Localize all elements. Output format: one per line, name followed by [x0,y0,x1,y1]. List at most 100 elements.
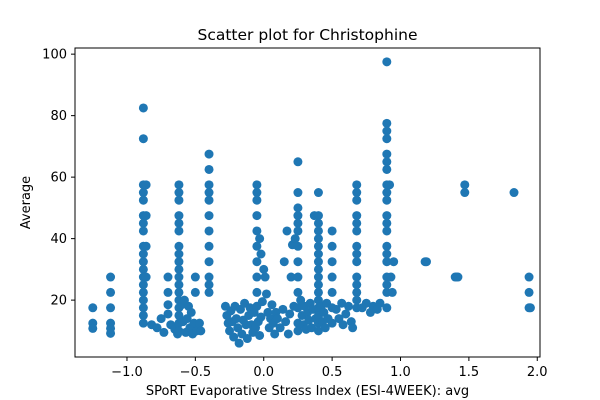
scatter-point [174,249,184,259]
scatter-point [352,241,362,251]
scatter-point [344,301,354,311]
scatter-point [460,188,470,198]
scatter-point [260,272,270,282]
scatter-point [259,264,269,274]
scatter-point [252,241,262,251]
scatter-point [106,272,116,282]
scatter-point [261,289,271,299]
scatter-point [204,195,214,205]
scatter-point [163,300,173,310]
scatter-point [348,323,358,333]
scatter-point [352,280,362,290]
scatter-point [242,334,252,344]
scatter-point [293,188,303,198]
scatter-point [138,134,148,144]
scatter-point [272,314,282,324]
scatter-point [382,257,392,267]
scatter-point [453,272,463,282]
scatter-point [88,323,98,333]
scatter-point [204,257,214,267]
scatter-point [382,157,392,167]
scatter-point [304,315,314,325]
scatter-point [252,180,262,190]
scatter-point [352,218,362,228]
scatter-point [352,287,362,297]
scatter-point [255,234,265,244]
scatter-point [382,149,392,159]
scatter-point [204,149,214,159]
scatter-point [252,188,262,198]
scatter-point [341,309,351,319]
scatter-point [186,307,196,317]
scatter-point [190,272,200,282]
scatter-point [138,295,148,305]
scatter-point [313,249,323,259]
scatter-point [313,287,323,297]
scatter-point [313,264,323,274]
scatter-point [293,326,303,336]
scatter-point [204,226,214,236]
scatter-point [386,272,396,282]
scatter-point [293,257,303,267]
scatter-point [174,264,184,274]
scatter-point [106,303,116,313]
x-tick-label: 0.0 [253,365,274,380]
scatter-point [382,249,392,259]
scatter-point [307,323,317,333]
scatter-point [275,323,285,333]
x-tick-label: 2.0 [527,365,548,380]
scatter-point [327,257,337,267]
scatter-point [174,257,184,267]
scatter-point [313,326,323,336]
scatter-point [382,126,392,136]
scatter-point [525,303,535,313]
scatter-point [352,226,362,236]
scatter-point [382,303,392,313]
scatter-point [229,332,239,342]
scatter-point [204,287,214,297]
scatter-point [382,226,392,236]
scatter-point [352,295,362,305]
scatter-point [204,272,214,282]
scatter-point [138,257,148,267]
points-layer [88,57,535,348]
scatter-point [352,249,362,259]
scatter-point [190,287,200,297]
scatter-point [320,323,330,333]
scatter-point [234,338,244,348]
scatter-point [327,272,337,282]
scatter-point [382,57,392,67]
scatter-point [283,329,293,339]
scatter-point [293,303,303,313]
x-tick-label: −1.0 [111,365,143,380]
scatter-point [174,211,184,221]
scatter-point [174,195,184,205]
scatter-point [267,300,277,310]
scatter-point [382,195,392,205]
scatter-point [352,188,362,198]
scatter-point [138,280,148,290]
scatter-point [138,218,148,228]
scatter-point [257,297,267,307]
scatter-point [138,195,148,205]
y-axis: 20 40 60 80 100 [42,48,75,309]
scatter-point [252,195,262,205]
scatter-point [382,211,392,221]
scatter-point [387,287,397,297]
scatter-point [163,287,173,297]
scatter-point [174,287,184,297]
scatter-point [313,218,323,228]
scatter-point [293,272,303,282]
scatter-point [382,134,392,144]
scatter-point [231,314,241,324]
scatter-point [196,326,206,336]
x-tick-label: 1.0 [390,365,411,380]
scatter-point [138,188,148,198]
scatter-point [194,318,204,328]
scatter-point [352,195,362,205]
scatter-point [252,226,262,236]
scatter-point [524,287,534,297]
scatter-point [327,226,337,236]
